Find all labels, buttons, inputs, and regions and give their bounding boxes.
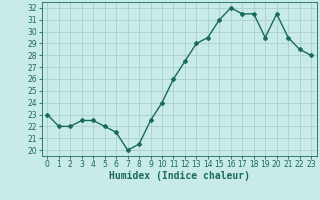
X-axis label: Humidex (Indice chaleur): Humidex (Indice chaleur)	[109, 171, 250, 181]
